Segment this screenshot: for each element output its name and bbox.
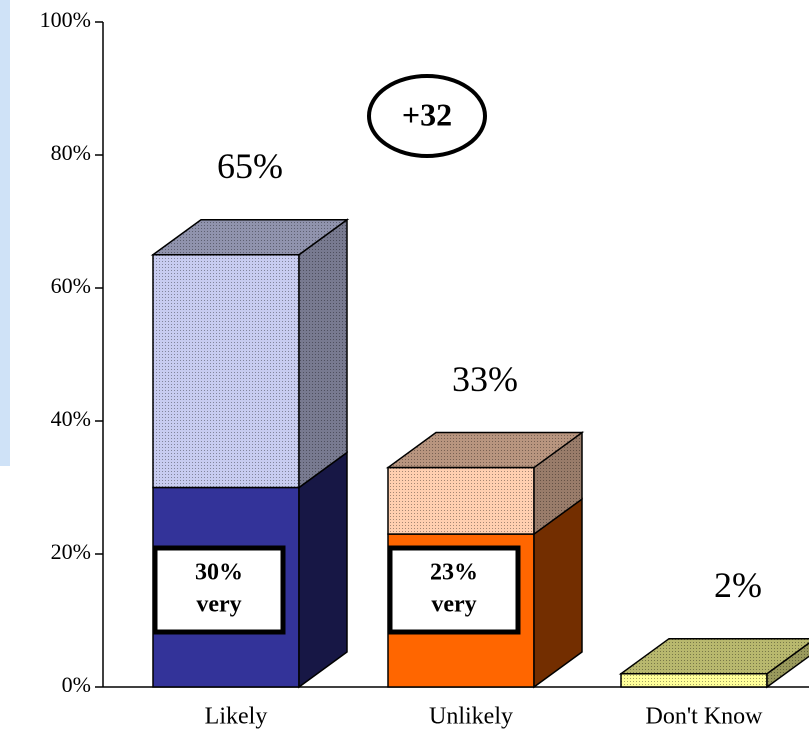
very-label: very xyxy=(196,592,241,618)
total-label: 2% xyxy=(714,565,762,605)
bar-texture xyxy=(388,467,534,535)
y-tick-label: 40% xyxy=(51,406,91,431)
bar-texture xyxy=(153,254,299,488)
x-tick-label: Don't Know xyxy=(646,704,764,730)
y-tick-label: 80% xyxy=(51,140,91,165)
bar-texture xyxy=(153,219,347,255)
bar-texture xyxy=(534,432,582,535)
x-tick-label: Likely xyxy=(205,704,268,730)
x-tick-label: Unlikely xyxy=(429,704,513,730)
y-tick-label: 20% xyxy=(51,539,91,564)
bar-texture xyxy=(621,673,767,687)
bar-side xyxy=(298,451,348,689)
bar-texture xyxy=(767,643,809,687)
side-strip xyxy=(0,0,10,466)
annotation: +32 xyxy=(402,96,452,132)
very-label: very xyxy=(431,592,476,618)
label-box xyxy=(152,545,286,635)
label-box xyxy=(387,545,521,635)
bar-texture xyxy=(621,638,809,674)
y-tick-label: 60% xyxy=(51,273,91,298)
total-label: 33% xyxy=(452,359,518,399)
total-label: 65% xyxy=(217,146,283,186)
very-value-label: 23% xyxy=(430,560,478,586)
annotation-ring xyxy=(367,74,487,158)
bar-texture xyxy=(299,219,347,488)
y-tick-label: 100% xyxy=(40,7,91,32)
very-value-label: 30% xyxy=(195,560,243,586)
y-tick-label: 0% xyxy=(62,672,91,697)
bar-texture xyxy=(388,432,582,468)
